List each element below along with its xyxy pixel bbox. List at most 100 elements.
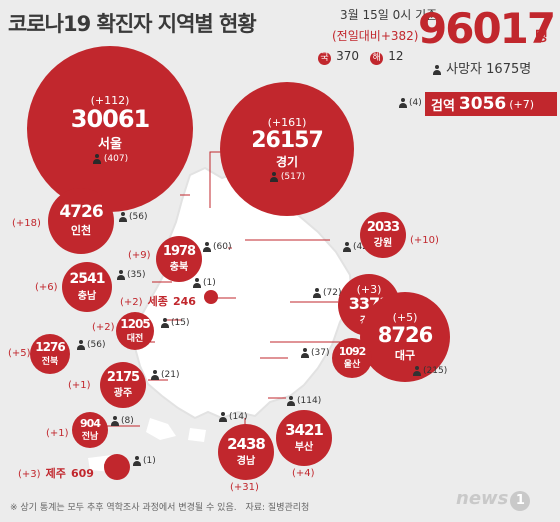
gyeongbuk-deaths: (72) <box>312 288 341 298</box>
person-icon <box>412 366 422 376</box>
person-icon <box>342 242 352 252</box>
person-icon <box>398 98 408 108</box>
sejong-deaths: (1) <box>192 278 216 288</box>
busan-value: 3421 <box>285 420 324 439</box>
overseas-tag: 해 <box>370 52 384 65</box>
sejong-dot <box>204 290 218 304</box>
gangwon-deaths: (42) <box>342 242 371 252</box>
gyeongnam-deaths: (14) <box>218 412 247 422</box>
incheon-deaths: (56) <box>118 212 147 222</box>
total-deaths: 사망자 1675명 <box>432 58 531 77</box>
jeonnam-change: (+1) <box>46 428 69 439</box>
jeju-change: (+3) <box>18 469 41 480</box>
chungnam-change: (+6) <box>35 282 58 293</box>
chungbuk-name: 충북 <box>169 262 189 274</box>
quarantine-change: (+7) <box>509 97 535 111</box>
gyeongnam-value: 2438 <box>227 434 266 453</box>
gwangju-deaths: (21) <box>150 370 179 380</box>
region-gyeonggi: (+161) 26157 경기 (517) <box>220 82 354 216</box>
reference-date: 3월 15일 0시 기준 <box>340 8 438 22</box>
person-icon <box>286 396 296 406</box>
region-seoul: (+112) 30061 서울 (407) <box>27 46 193 212</box>
jeju-dot <box>104 454 130 480</box>
region-incheon: 4726 인천 <box>48 188 114 254</box>
gangwon-value: 2033 <box>366 219 400 235</box>
map-leader-lines <box>104 151 362 466</box>
daegu-change: (+5) <box>392 311 418 325</box>
gyeongnam-name: 경남 <box>236 456 256 468</box>
quarantine-deaths: (4) <box>398 98 422 108</box>
footer-note: ※ 상기 통계는 모두 추후 역학조사 과정에서 변경될 수 있음. 자료: 질… <box>10 500 309 513</box>
seoul-change: (+112) <box>90 94 130 108</box>
jeonnam-deaths: (8) <box>110 416 134 426</box>
region-chungnam: 2541 충남 <box>62 262 112 312</box>
domestic-overseas: 국 370 해 12 <box>318 45 403 65</box>
chungbuk-change: (+9) <box>128 250 151 261</box>
jeonbuk-deaths: (56) <box>76 340 105 350</box>
page-title: 코로나19 확진자 지역별 현황 <box>8 12 257 36</box>
gwangju-name: 광주 <box>113 388 133 400</box>
jeju-value: 609 <box>70 467 94 480</box>
person-icon <box>300 348 310 358</box>
person-icon <box>192 278 202 288</box>
incheon-change: (+18) <box>12 218 41 229</box>
chungbuk-value: 1978 <box>162 243 196 259</box>
person-icon <box>150 370 160 380</box>
seoul-value: 30061 <box>70 105 150 134</box>
chungnam-value: 2541 <box>69 271 106 288</box>
chungbuk-deaths: (60) <box>202 242 231 252</box>
region-gyeongnam: 2438 경남 <box>218 424 274 480</box>
jeonnam-value: 904 <box>80 416 101 430</box>
daegu-name: 대구 <box>394 348 416 362</box>
ulsan-name: 울산 <box>343 360 361 371</box>
region-gangwon: 2033 강원 <box>360 212 406 258</box>
chungnam-name: 충남 <box>77 290 97 302</box>
quarantine-label: 검역 <box>431 98 455 114</box>
person-icon <box>202 242 212 252</box>
busan-change: (+4) <box>292 468 315 479</box>
domestic-tag: 국 <box>318 52 331 65</box>
total-cases: 96017 <box>418 4 556 53</box>
seoul-deaths: (407) <box>92 153 128 164</box>
region-daejeon: 1205 대전 <box>116 312 154 350</box>
person-icon <box>116 270 126 280</box>
seoul-name: 서울 <box>98 136 122 152</box>
incheon-value: 4726 <box>59 202 103 223</box>
overseas-count: 12 <box>388 49 404 63</box>
person-icon <box>110 416 120 426</box>
jeonbuk-value: 1276 <box>35 340 65 355</box>
quarantine-box: 검역 3056 (+7) <box>425 92 557 116</box>
person-icon <box>269 171 279 182</box>
person-icon <box>76 340 86 350</box>
daejeon-deaths: (15) <box>160 318 189 328</box>
ulsan-deaths: (37) <box>300 348 329 358</box>
daejeon-name: 대전 <box>126 333 144 344</box>
gwangju-change: (+1) <box>68 380 91 391</box>
region-jeju: (+3) 제주 609 <box>18 462 94 481</box>
jeonbuk-name: 전북 <box>41 356 59 367</box>
daily-change-text: (전일대비+382) <box>332 29 419 43</box>
jeonbuk-change: (+5) <box>8 348 31 359</box>
region-sejong: (+2) 세종 246 <box>120 290 196 309</box>
gyeongbuk-change: (+3) <box>356 282 382 296</box>
daegu-deaths: (215) <box>412 366 447 376</box>
footer-note-text: ※ 상기 통계는 모두 추후 역학조사 과정에서 변경될 수 있음. <box>10 503 237 513</box>
daily-change: (전일대비+382) <box>332 27 418 44</box>
gwangju-value: 2175 <box>106 369 140 385</box>
region-jeonbuk: 1276 전북 <box>30 334 70 374</box>
person-icon <box>218 412 228 422</box>
gyeonggi-name: 경기 <box>275 154 299 169</box>
person-icon <box>118 212 128 222</box>
person-icon <box>432 64 442 75</box>
incheon-name: 인천 <box>70 223 92 237</box>
gyeonggi-deaths: (517) <box>269 171 305 182</box>
region-daegu: (+5) 8726 대구 <box>360 292 450 382</box>
gangwon-name: 강원 <box>373 238 393 250</box>
gangwon-change: (+10) <box>410 235 439 246</box>
news1-logo: news 1 <box>456 488 531 511</box>
south-islands-shape <box>146 418 206 442</box>
busan-deaths: (114) <box>286 396 321 406</box>
person-icon <box>160 318 170 328</box>
daegu-value: 8726 <box>377 323 433 348</box>
region-jeonnam: 904 전남 <box>72 412 108 448</box>
